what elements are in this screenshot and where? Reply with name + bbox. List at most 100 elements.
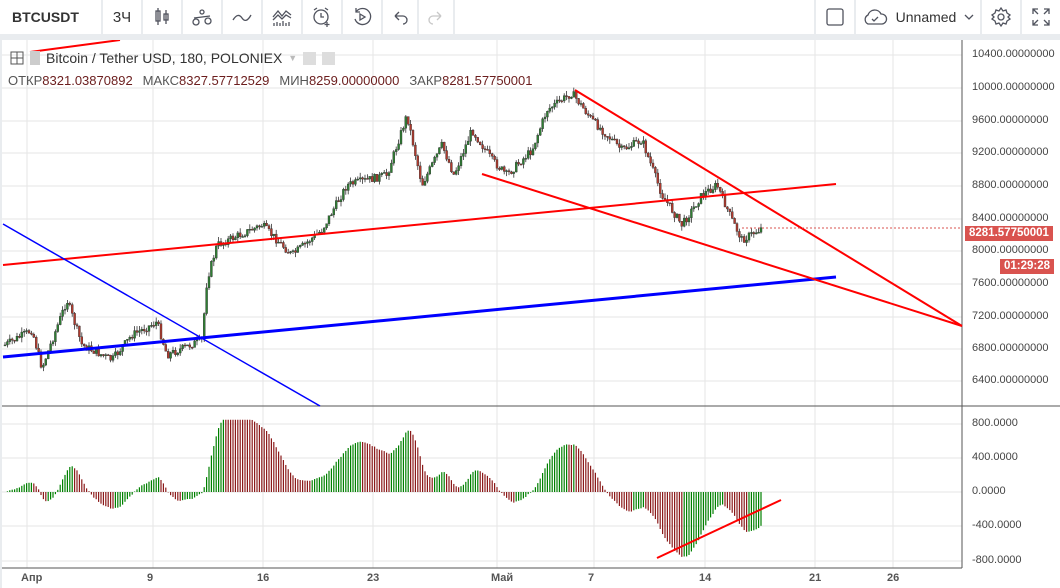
candle-body <box>423 181 427 186</box>
financials-icon[interactable] <box>263 0 301 34</box>
indicators-icon[interactable] <box>223 0 261 34</box>
candle-body <box>656 172 659 184</box>
candle-body <box>356 178 359 181</box>
candle-body <box>282 242 285 248</box>
candle-body <box>186 344 189 347</box>
ohlc-values: ОТКР8321.03870892 МАКС8327.57712529 МИН8… <box>8 73 532 88</box>
trend-line <box>2 223 321 407</box>
chart-area[interactable]: Bitcoin / Tether USD, 180, POLONIEX ▼ ОТ… <box>2 40 1060 588</box>
candle-body <box>246 229 249 236</box>
candle-body <box>106 354 110 356</box>
candle-body <box>118 351 122 355</box>
candle-body <box>721 191 724 195</box>
settings-icon[interactable] <box>322 51 336 65</box>
redo-icon[interactable] <box>419 0 453 34</box>
candle-body <box>130 337 134 339</box>
candle-body <box>647 152 650 157</box>
candle-body <box>260 226 263 228</box>
candle-body <box>699 193 703 204</box>
time-axis-label: 9 <box>147 572 154 584</box>
oscillator-axis-label: 400.0000 <box>972 451 1018 463</box>
alert-icon[interactable] <box>303 0 341 34</box>
candle-body <box>479 141 482 145</box>
candle-body <box>678 213 681 222</box>
candle-body <box>349 181 352 185</box>
replay-icon[interactable] <box>343 0 381 34</box>
oscillator-axis-label: 800.0000 <box>972 417 1018 429</box>
candle-body <box>6 341 9 346</box>
interval-button[interactable]: 3Ч <box>103 0 141 34</box>
candle-body <box>711 189 715 193</box>
candle-body <box>683 217 686 227</box>
candle-body <box>608 136 611 140</box>
candle-body <box>54 331 57 342</box>
candle-body <box>738 231 741 238</box>
candle-body <box>649 156 652 164</box>
candle-body <box>579 103 583 105</box>
eye-icon[interactable] <box>303 51 317 65</box>
collapse-legend-icon[interactable] <box>10 51 24 65</box>
candle-body <box>728 208 731 212</box>
candle-body <box>675 213 679 218</box>
candle-body <box>128 337 132 340</box>
candle-body <box>205 287 208 314</box>
close-label: ЗАКР <box>409 73 443 88</box>
candle-body <box>272 233 275 236</box>
candle-body <box>27 330 31 334</box>
symbol-search-button[interactable]: BTCUSDT <box>0 0 101 34</box>
candle-body <box>637 140 640 144</box>
candle-body <box>707 188 710 192</box>
candle-body <box>745 239 748 243</box>
candle-body <box>385 172 388 176</box>
candle-body <box>214 245 218 259</box>
candle-body <box>47 350 50 360</box>
fullscreen-icon[interactable] <box>1022 0 1060 34</box>
undo-icon[interactable] <box>383 0 417 34</box>
high-value: 8327.57712529 <box>179 73 270 88</box>
candle-body <box>133 330 136 339</box>
candle-body <box>404 116 407 129</box>
candle-body <box>241 236 244 238</box>
gear-icon[interactable] <box>982 0 1020 34</box>
candle-body <box>747 232 751 241</box>
toolbar-spacer <box>455 0 814 34</box>
candle-body <box>735 223 739 232</box>
candle-body <box>719 187 722 192</box>
candle-body <box>311 237 314 242</box>
compare-icon[interactable] <box>183 0 221 34</box>
candle-body <box>335 200 338 209</box>
candle-body <box>202 313 206 340</box>
candle-body <box>238 232 242 237</box>
candle-body <box>452 171 455 175</box>
candle-body <box>68 302 72 305</box>
time-axis-label: 16 <box>257 572 270 584</box>
candle-body <box>642 140 645 144</box>
layout-menu-button[interactable]: Unnamed <box>856 0 980 34</box>
square-icon[interactable] <box>816 0 854 34</box>
candle-body <box>625 146 628 150</box>
candle-body <box>138 330 141 333</box>
candle-body <box>366 178 369 180</box>
candle-body <box>306 241 309 244</box>
candle-body <box>428 166 431 175</box>
candle-body <box>111 355 115 361</box>
candle-body <box>375 174 379 182</box>
candle-body <box>517 162 520 165</box>
candle-body <box>99 354 103 357</box>
candle-body <box>258 225 261 227</box>
candle-body <box>591 115 595 120</box>
candle-body <box>539 128 542 136</box>
candle-body <box>18 336 21 338</box>
high-label: МАКС <box>142 73 179 88</box>
candle-body <box>395 149 398 152</box>
candle-body <box>603 134 607 137</box>
legend-menu-icon[interactable]: ▼ <box>288 53 298 63</box>
candle-body <box>743 236 746 243</box>
candle-body <box>97 348 100 357</box>
candle-body <box>654 167 657 174</box>
candle-body <box>488 149 491 154</box>
candle-body <box>512 171 515 174</box>
candle-body <box>527 150 530 159</box>
candles-icon[interactable] <box>143 0 181 34</box>
chart-canvas[interactable] <box>2 40 1060 588</box>
